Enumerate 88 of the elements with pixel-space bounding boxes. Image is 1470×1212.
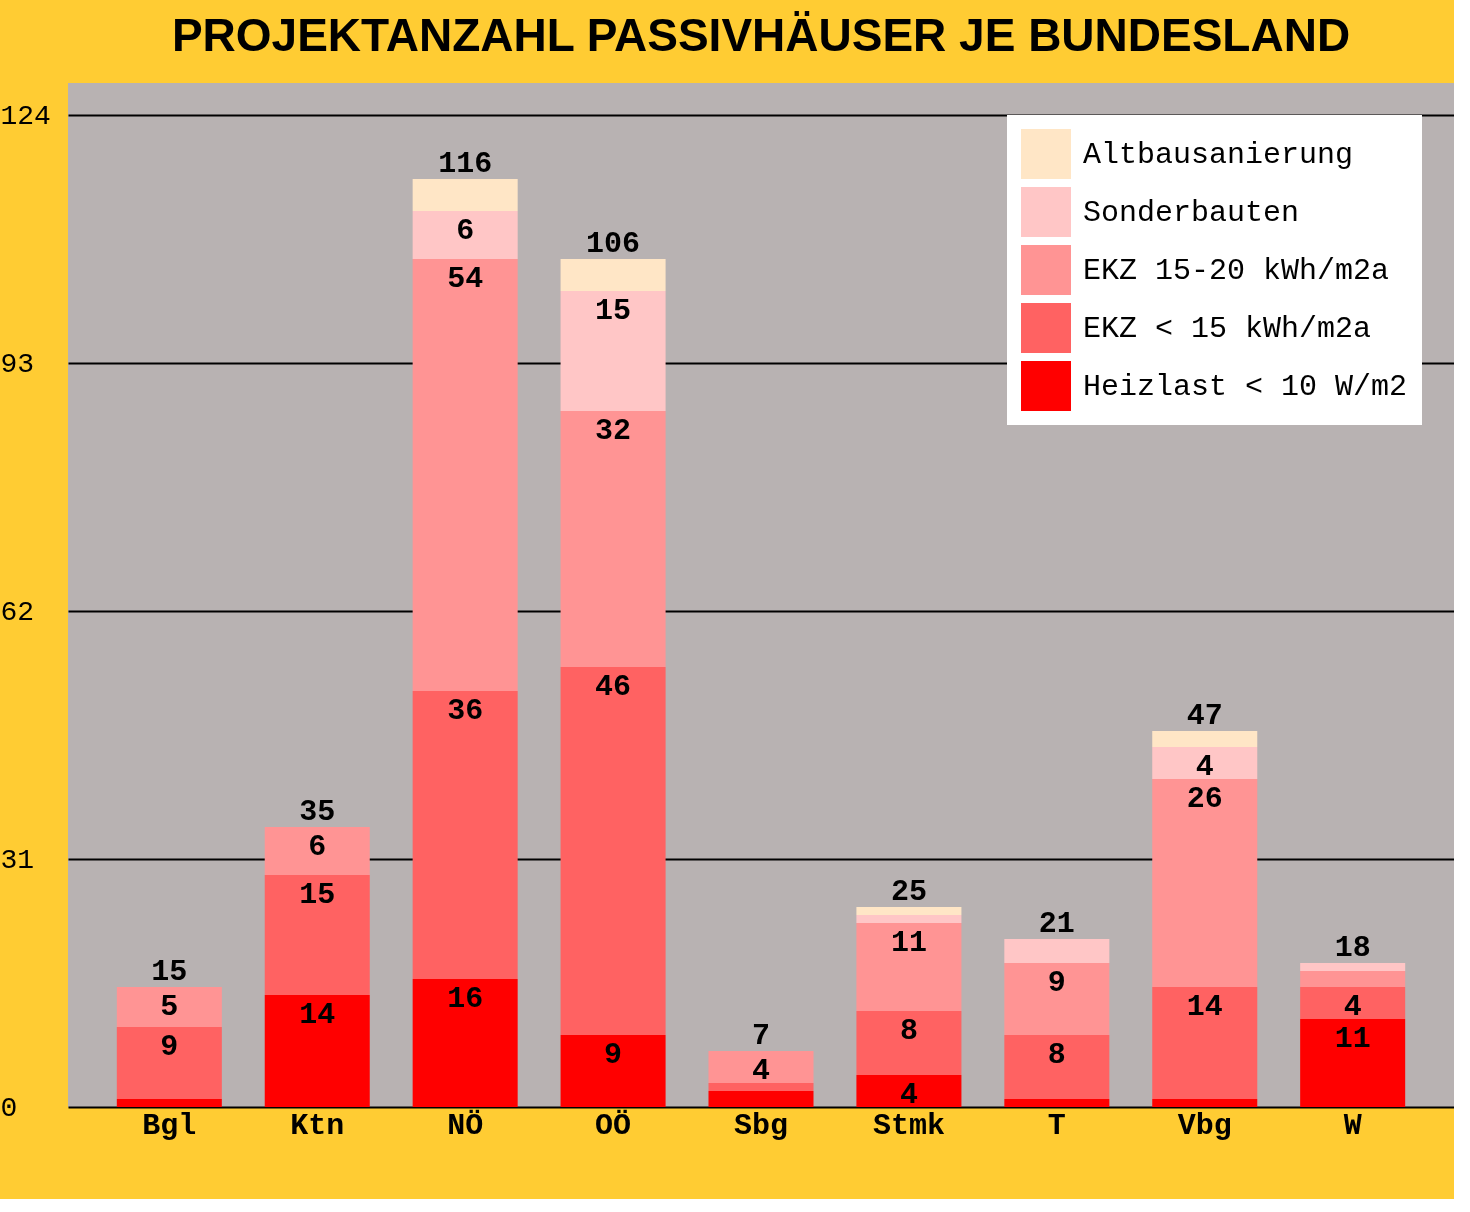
- bar: [412, 979, 518, 1107]
- bar: [1152, 779, 1258, 987]
- data-label: 9: [604, 1038, 623, 1072]
- bar: [264, 995, 370, 1107]
- bar: [1300, 987, 1406, 1019]
- bar: [1004, 1099, 1110, 1107]
- bar: [1152, 747, 1258, 779]
- total-label: 7: [751, 1019, 771, 1053]
- data-label: 32: [595, 414, 632, 448]
- bar: [560, 291, 666, 411]
- data-label: 6: [456, 214, 475, 248]
- total-label: 106: [586, 227, 641, 261]
- data-label: 14: [1186, 990, 1223, 1024]
- bar: [1152, 1099, 1258, 1107]
- x-tick-label: Bgl: [142, 1108, 197, 1143]
- bar: [856, 907, 962, 915]
- data-label: 36: [447, 694, 484, 728]
- bar: [116, 1027, 222, 1099]
- y-tick-label: 31: [0, 844, 35, 876]
- bar: [708, 1091, 814, 1107]
- data-label: 46: [595, 670, 632, 704]
- bar: [708, 1051, 814, 1083]
- x-tick-label: W: [1343, 1108, 1362, 1143]
- total-label: 47: [1186, 699, 1223, 733]
- bar: [412, 211, 518, 259]
- legend-label: Sonderbauten: [1083, 196, 1300, 230]
- bar: [1152, 987, 1258, 1099]
- total-label: 21: [1038, 907, 1075, 941]
- data-label: 11: [890, 926, 927, 960]
- bar: [560, 411, 666, 667]
- data-label: 6: [308, 830, 327, 864]
- data-label: 4: [751, 1054, 771, 1088]
- bar: [560, 259, 666, 291]
- data-label: 26: [1186, 782, 1223, 816]
- total-label: 35: [299, 795, 336, 829]
- data-label: 9: [1047, 966, 1066, 1000]
- bar: [1004, 1035, 1110, 1099]
- bar: [1300, 971, 1406, 987]
- data-label: 15: [595, 294, 632, 328]
- y-tick-label: 0: [0, 1092, 18, 1124]
- data-label: 4: [1343, 990, 1362, 1024]
- data-label: 8: [1047, 1038, 1066, 1072]
- total-label: 18: [1334, 931, 1371, 965]
- bar: [1300, 963, 1406, 971]
- bar: [412, 691, 518, 979]
- y-tick-label: 124: [0, 100, 51, 132]
- bar: [856, 1075, 962, 1107]
- bar: [856, 1011, 962, 1075]
- legend-label: Altbausanierung: [1083, 138, 1354, 172]
- x-tick-label: NÖ: [447, 1108, 484, 1143]
- bar: [412, 259, 518, 691]
- x-tick-label: Ktn: [290, 1108, 345, 1143]
- data-label: 9: [160, 1030, 179, 1064]
- bar: [560, 667, 666, 1035]
- x-tick-label: OÖ: [595, 1108, 632, 1143]
- bar: [412, 179, 518, 211]
- bar: [560, 1035, 666, 1107]
- data-label: 11: [1334, 1022, 1371, 1056]
- data-label: 16: [447, 982, 484, 1016]
- data-label: 14: [299, 998, 336, 1032]
- data-label: 5: [160, 990, 179, 1024]
- bar: [1004, 939, 1110, 963]
- bar: [264, 827, 370, 875]
- data-label: 8: [899, 1014, 918, 1048]
- bar: [856, 923, 962, 1011]
- x-tick-label: Sbg: [733, 1108, 789, 1143]
- x-tick-label: T: [1047, 1108, 1066, 1143]
- bar: [116, 987, 222, 1027]
- chart-title: PROJEKTANZAHL PASSIVHÄUSER JE BUNDESLAND: [171, 9, 1351, 61]
- legend-label: EKZ < 15 kWh/m2a: [1083, 312, 1372, 346]
- x-tick-label: Vbg: [1177, 1108, 1232, 1143]
- bar: [1004, 963, 1110, 1035]
- legend-label: EKZ 15-20 kWh/m2a: [1083, 254, 1390, 288]
- data-label: 4: [1195, 750, 1214, 784]
- bar: [856, 915, 962, 923]
- bar: [1300, 1019, 1406, 1107]
- bar: [264, 875, 370, 995]
- data-label: 54: [447, 262, 484, 296]
- y-tick-label: 62: [0, 596, 35, 628]
- bar: [1152, 731, 1258, 747]
- data-label: 15: [299, 878, 336, 912]
- legend-label: Heizlast < 10 W/m2: [1083, 370, 1408, 404]
- y-tick-label: 93: [0, 348, 35, 380]
- total-label: 15: [151, 955, 188, 989]
- total-label: 116: [438, 147, 493, 181]
- bar: [116, 1099, 222, 1107]
- total-label: 25: [890, 875, 927, 909]
- bar: [708, 1083, 814, 1091]
